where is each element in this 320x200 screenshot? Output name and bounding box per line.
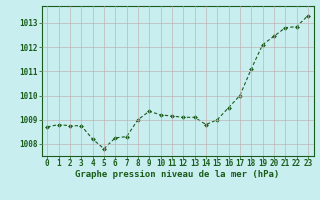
- X-axis label: Graphe pression niveau de la mer (hPa): Graphe pression niveau de la mer (hPa): [76, 170, 280, 179]
